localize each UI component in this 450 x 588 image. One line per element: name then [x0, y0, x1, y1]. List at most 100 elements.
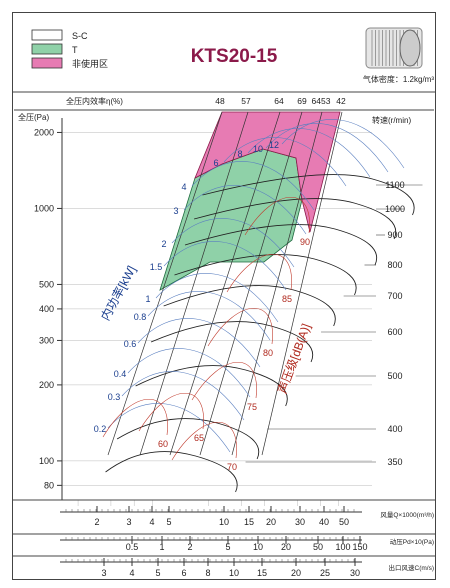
noise-label-2: 70	[227, 462, 237, 472]
power-label-2: 0.4	[114, 369, 127, 379]
speed-label-4: 700	[387, 291, 402, 301]
chart-frame	[12, 12, 436, 580]
x-velocity-tick-8: 25	[320, 568, 330, 578]
legend-swatch-1	[31, 43, 63, 55]
fan-wheel-icon	[365, 27, 423, 69]
speed-label-7: 1000	[385, 204, 405, 214]
x-airflow-tick-4: 10	[219, 517, 229, 527]
efficiency-ray-3	[199, 111, 303, 456]
y-tick-label-2: 200	[39, 380, 54, 390]
power-label-5: 1	[145, 294, 150, 304]
power-label-8: 3	[173, 206, 178, 216]
power-curve-12	[265, 123, 389, 173]
x-velocity-tick-3: 6	[181, 568, 186, 578]
x-velocity-tick-1: 4	[129, 568, 134, 578]
power-label-12: 10	[253, 144, 263, 154]
x-pressure-tick-6: 50	[313, 542, 323, 552]
speed-curve-7	[193, 198, 397, 240]
x-pressure-label: 动压Pd×10(Pa)	[390, 538, 434, 546]
x-airflow-tick-8: 40	[319, 517, 329, 527]
chart-title: KTS20-15	[191, 46, 278, 67]
speed-curve-6	[184, 224, 377, 266]
speed-label-8: 1100	[385, 180, 404, 190]
speed-label-3: 600	[387, 327, 402, 337]
x-velocity-tick-2: 5	[155, 568, 160, 578]
power-label-7: 2	[161, 239, 166, 249]
noise-curve-1	[138, 393, 204, 432]
x-velocity-tick-4: 8	[205, 568, 210, 578]
power-curve-2	[127, 348, 251, 398]
x-airflow-tick-0: 2	[94, 517, 99, 527]
y-tick-label-5: 500	[39, 279, 54, 289]
speed-axis-label: 转速(r/min)	[372, 115, 411, 125]
x-airflow-tick-3: 5	[166, 517, 171, 527]
y-tick-label-0: 80	[44, 480, 54, 490]
y-tick-label-6: 1000	[34, 203, 54, 213]
x-airflow-label: 风量Q×1000(m³/h)	[380, 511, 434, 519]
x-airflow-tick-2: 4	[149, 517, 154, 527]
x-velocity-tick-9: 30	[350, 568, 360, 578]
y-tick-label-3: 300	[39, 335, 54, 345]
x-velocity-tick-7: 20	[291, 568, 301, 578]
x-velocity-tick-0: 3	[101, 568, 106, 578]
noise-curve-3	[191, 362, 257, 401]
power-curve-8	[183, 185, 307, 235]
speed-curve-0	[105, 451, 238, 493]
power-curve-0	[107, 403, 231, 453]
power-label-9: 4	[181, 182, 186, 192]
power-label-1: 0.3	[108, 392, 121, 402]
noise-label-0: 60	[158, 439, 168, 449]
x-pressure-tick-8: 150	[352, 542, 367, 552]
efficiency-tick-5: 42	[336, 96, 346, 106]
legend-label-1: T	[72, 45, 78, 55]
efficiency-tick-0: 48	[215, 96, 225, 106]
noise-label-1: 65	[194, 433, 204, 443]
noise-label-3: 75	[247, 402, 257, 412]
efficiency-tick-3: 69	[297, 96, 307, 106]
zone-unused	[194, 111, 341, 233]
power-curve-9	[191, 161, 315, 211]
speed-curve-1	[116, 418, 260, 460]
power-label-6: 1.5	[150, 262, 163, 272]
speed-curve-2	[135, 365, 288, 407]
power-label-4: 0.8	[134, 312, 147, 322]
power-label-3: 0.6	[124, 339, 137, 349]
efficiency-ray-1	[139, 111, 249, 456]
power-curve-3	[137, 318, 261, 368]
efficiency-tick-2: 64	[274, 96, 284, 106]
x-pressure-tick-1: 1	[159, 542, 164, 552]
legend-label-2: 非使用区	[72, 58, 108, 69]
power-curve-11	[247, 128, 371, 178]
speed-label-0: 350	[387, 457, 402, 467]
noise-label-4: 80	[263, 348, 273, 358]
noise-curve-6	[244, 197, 310, 236]
speed-label-5: 800	[387, 260, 402, 270]
noise-curve-5	[226, 254, 292, 293]
x-velocity-label: 出口风速C(m/s)	[389, 563, 435, 572]
power-axis-label: 内功率[kW]	[97, 263, 138, 323]
noise-label-5: 85	[282, 294, 292, 304]
x-pressure-tick-5: 20	[281, 542, 291, 552]
power-label-10: 6	[213, 158, 218, 168]
x-velocity-tick-6: 15	[257, 568, 267, 578]
power-label-13: 12	[269, 140, 279, 150]
efficiency-axis-label: 全压内效率η(%)	[66, 96, 123, 106]
x-airflow-tick-6: 20	[266, 517, 276, 527]
x-pressure-tick-7: 100	[335, 542, 350, 552]
efficiency-tick-1: 57	[241, 96, 251, 106]
legend-swatch-2	[31, 57, 63, 69]
speed-curve-5	[174, 254, 357, 296]
speed-label-1: 400	[387, 424, 402, 434]
x-airflow-tick-9: 50	[339, 517, 349, 527]
efficiency-ray-5	[261, 111, 343, 456]
density-note: 气体密度：1.2kg/m³	[363, 74, 434, 84]
x-pressure-tick-0: 0.5	[126, 542, 139, 552]
x-airflow-tick-5: 15	[244, 517, 254, 527]
x-airflow-tick-1: 3	[126, 517, 131, 527]
power-label-11: 8	[237, 149, 242, 159]
noise-label-6: 90	[300, 237, 310, 247]
efficiency-ray-0	[107, 111, 223, 456]
x-velocity-tick-5: 10	[229, 568, 239, 578]
noise-axis-label: 声压级[dB(A)]	[275, 322, 313, 396]
power-curve-6	[163, 241, 287, 291]
